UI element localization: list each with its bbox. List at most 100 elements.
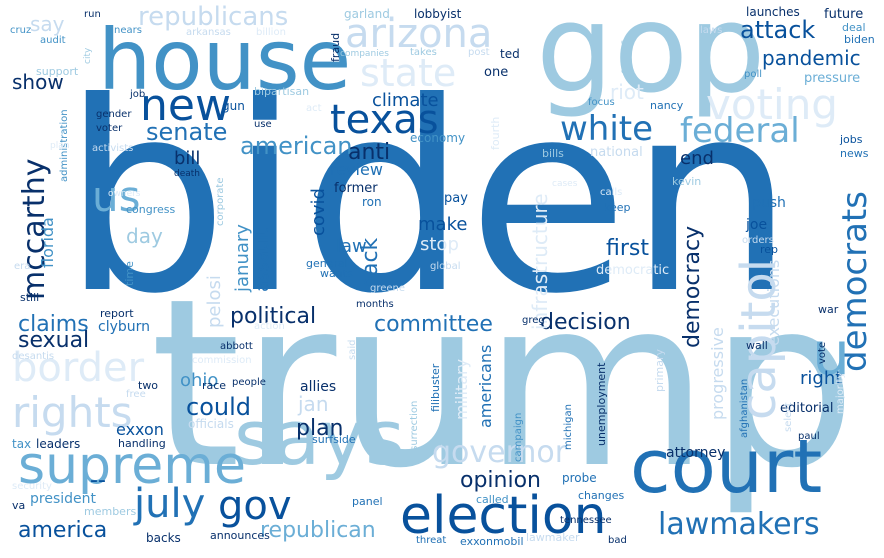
word: era [14,261,31,272]
word: wall [746,339,768,352]
word: cruz [10,25,32,36]
word: ted [500,47,520,61]
word: former [334,181,378,196]
word: probe [562,471,597,485]
word: fourth [489,116,502,150]
word: voter [96,123,123,134]
word: assault [252,227,273,292]
word: attorney [666,445,726,461]
word: nancy [650,99,684,112]
word: right [800,368,843,389]
word: covid [308,188,329,236]
word: said [347,339,358,360]
word: people [232,377,266,388]
word: unemployment [595,362,608,446]
word: new [140,80,231,131]
word: official [675,387,686,420]
word: desantis [12,351,55,362]
word: war [818,303,839,316]
word: economy [410,131,466,145]
word: rep [760,243,779,256]
word: deal [842,21,866,34]
word: vote [817,341,828,364]
word: insurrection [409,400,420,460]
word: july [134,481,206,527]
word: gender [96,109,132,120]
word: texas [330,97,439,143]
word: push [752,195,786,211]
word: pressure [804,71,861,86]
word: biden [844,33,875,46]
word: president [30,491,96,507]
word: rights [12,388,133,437]
word: joe [746,217,768,233]
word: job [130,89,146,100]
word: january [232,224,253,292]
word: -- [90,468,106,493]
word: michigan [563,404,574,450]
word: select [783,402,794,432]
word: race [202,379,227,392]
word: called [476,493,509,506]
word: voting [706,80,838,129]
word: handling [118,437,166,450]
word: leaders [36,437,81,451]
word: says [234,393,405,482]
word: garland [344,7,390,21]
word: bills [542,147,564,160]
word: state [360,51,457,95]
word: allies [300,379,337,395]
word: global [430,261,461,272]
word: democracy [680,225,705,348]
word: arkansas [186,27,231,38]
word: filibuster [429,363,442,412]
word: law [336,236,367,257]
word: progressive [708,327,727,420]
word: military [452,358,471,420]
word: editorial [780,401,834,416]
word: supreme [18,436,246,496]
word: still [20,291,40,304]
word: abbott [220,341,253,352]
word: groups [619,39,630,74]
word: announces [210,529,270,542]
word: stop [420,234,459,255]
word: general [306,257,348,270]
word: attack [740,16,816,44]
word: infrastructure [528,193,552,330]
word: commission [192,355,252,366]
word: activists [92,143,134,154]
word: afghanistan [739,378,750,438]
word: cases [552,179,578,189]
word: exxonmobil [460,535,524,548]
word: say [30,12,65,36]
word: ron [362,195,382,209]
word: va [12,499,26,512]
word: plan [296,416,344,441]
word: americans [476,344,495,428]
word: jobs [840,133,863,146]
word: months [356,299,394,310]
word: act [306,103,322,114]
word: changes [578,489,625,502]
word: bill [174,148,201,169]
word: two [138,379,159,392]
word: calls [600,187,623,198]
word: orders [742,235,774,246]
word: jan [298,392,329,416]
word: climate [372,90,439,111]
word: republican [260,518,376,543]
word: house [98,11,352,109]
word: lobbyist [414,7,462,21]
word: tennessee [560,515,612,526]
word: pelosi [204,275,225,328]
word: u [812,319,851,389]
word: focus [588,97,615,108]
word: end [680,148,714,169]
word: companies [340,49,389,59]
word: billion [256,27,286,38]
word: campaign [513,412,524,462]
word: governor [432,435,568,470]
word: executions [764,259,783,346]
word: ohio [180,370,219,391]
